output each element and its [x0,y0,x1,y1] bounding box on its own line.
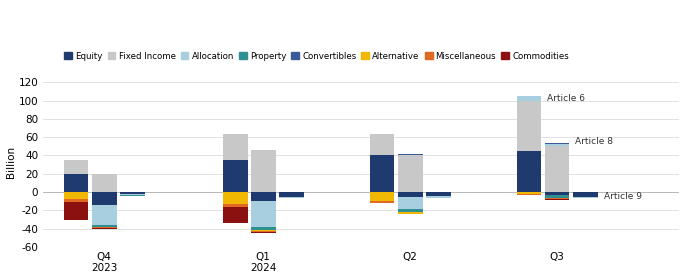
Bar [64,174,88,192]
Bar [370,134,395,155]
Bar [545,198,569,199]
Bar [64,199,88,202]
Bar [92,227,116,228]
Bar [370,192,395,201]
Bar [120,192,145,194]
Bar [545,144,569,146]
Bar [92,174,116,192]
Bar [251,232,275,233]
Bar [545,192,569,195]
Bar [398,212,423,214]
Bar [64,202,88,220]
Bar [545,146,569,192]
Bar [573,192,597,197]
Bar [92,205,116,225]
Legend: Equity, Fixed Income, Allocation, Property, Convertibles, Alternative, Miscellan: Equity, Fixed Income, Allocation, Proper… [61,48,572,64]
Bar [545,199,569,200]
Bar [516,100,541,151]
Bar [251,201,275,227]
Bar [251,230,275,231]
Bar [426,196,451,198]
Bar [251,231,275,232]
Bar [573,197,597,198]
Bar [279,192,304,197]
Bar [92,225,116,227]
Bar [516,96,541,100]
Bar [251,150,275,192]
Bar [516,151,541,192]
Bar [545,143,569,144]
Bar [251,192,275,201]
Bar [398,192,423,197]
Bar [516,192,541,194]
Bar [370,201,395,203]
Bar [398,155,423,192]
Bar [426,192,451,196]
Y-axis label: Billion: Billion [5,146,16,178]
Bar [279,197,304,198]
Bar [398,210,423,212]
Bar [251,227,275,230]
Bar [398,197,423,210]
Text: Article 9: Article 9 [603,192,642,201]
Bar [516,194,541,195]
Bar [398,154,423,155]
Bar [370,155,395,192]
Bar [223,207,247,223]
Bar [92,192,116,205]
Text: Article 6: Article 6 [547,94,585,103]
Bar [223,134,247,160]
Bar [223,204,247,207]
Text: Article 8: Article 8 [575,137,613,146]
Bar [223,160,247,192]
Bar [545,195,569,198]
Bar [64,160,88,174]
Bar [223,192,247,204]
Bar [120,194,145,195]
Bar [64,192,88,199]
Bar [92,228,116,229]
Bar [120,195,145,196]
